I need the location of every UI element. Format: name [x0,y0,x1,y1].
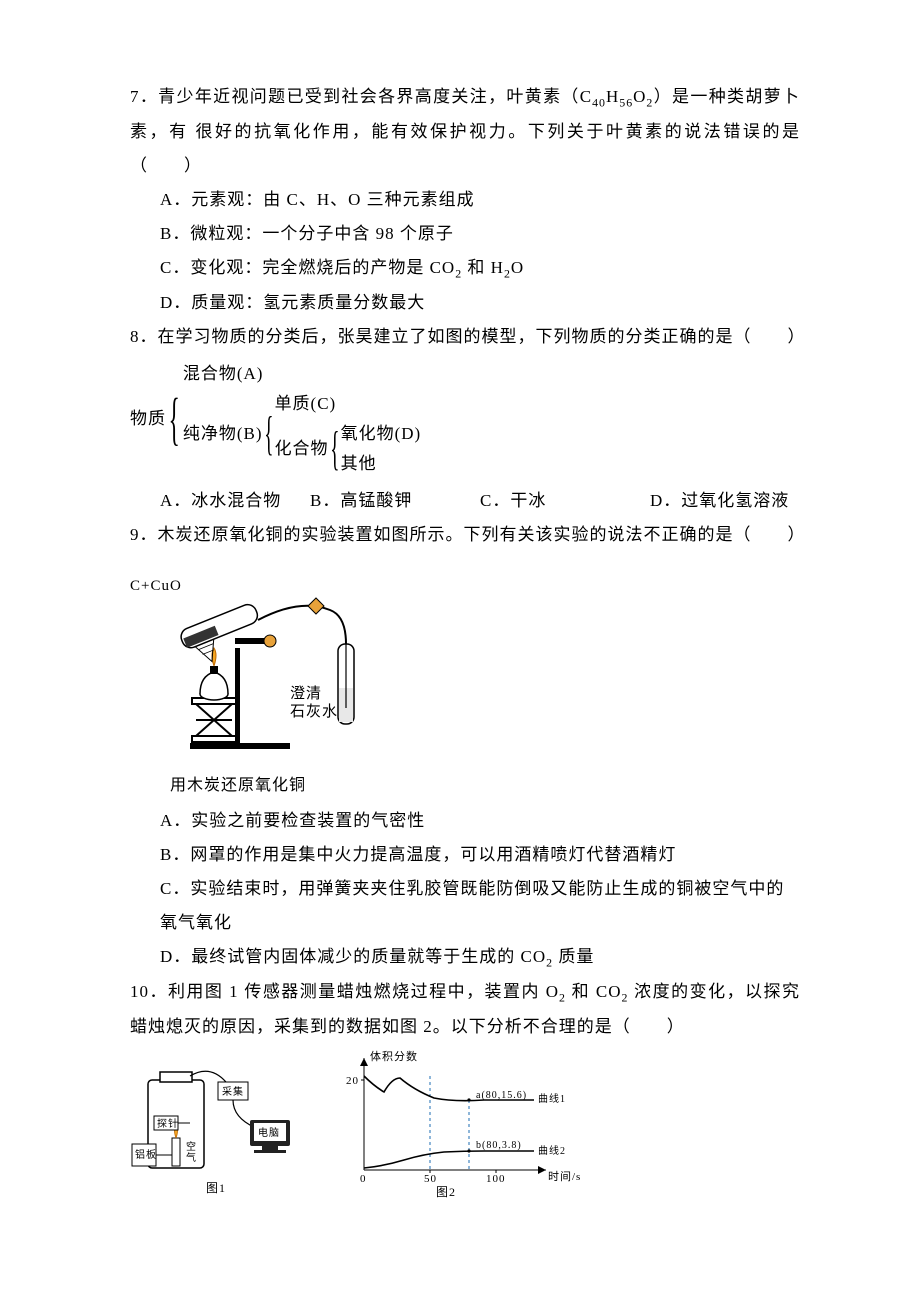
q7-c-b: 和 H [462,258,504,277]
q7-c-c: O [511,258,524,277]
lbl-tanzhen: 探针 [157,1117,179,1130]
q8-opt-d: D．过氧化氢溶液 [650,484,789,518]
lbl-kongqi1: 空 [186,1140,197,1153]
label-ccuo: C+CuO [130,578,182,594]
tree-c: 单质(C) [275,392,422,416]
q10-a: 10．利用图 1 传感器测量蜡烛燃烧过程中，装置内 O [130,982,559,1001]
fig2-svg: 体积分数 时间/s 20 0 50 100 a(80,15.6) 曲线1 [334,1048,594,1198]
q9-d-a: D．最终试管内固体减少的质量就等于生成的 CO [160,947,546,966]
q7-sub1: 40 [592,95,606,109]
q9-stem: 9．木炭还原氧化铜的实验装置如图所示。下列有关该实验的说法不正确的是（ ） [130,518,800,552]
tree-b: 纯净物(B) [183,422,263,446]
q9-d-b: 质量 [553,947,594,966]
q7-opt-a: A．元素观：由 C、H、O 三种元素组成 [160,183,800,217]
page: 7．青少年近视问题已受到社会各界高度关注，叶黄素（C40H56O2）是一种类胡萝… [0,0,920,1250]
pt-b: b(80,3.8) [476,1140,522,1151]
x0: 0 [360,1173,367,1185]
q8-opt-c: C．干冰 [480,484,650,518]
tree-hh: 化合物 [275,437,329,461]
q7-c-a: C．变化观：完全燃烧后的产物是 CO [160,258,455,277]
q9-opt-c: C．实验结束时，用弹簧夹夹住乳胶管既能防倒吸又能防止生成的铜被空气中的氧气氧化 [160,872,800,940]
apparatus-svg: C+CuO 澄清 石灰水 [130,558,390,758]
q10-s1: 2 [559,990,566,1004]
q9-opt-d: D．最终试管内固体减少的质量就等于生成的 CO2 质量 [160,940,800,975]
q7-stem: 7．青少年近视问题已受到社会各界高度关注，叶黄素（C40H56O2）是一种类胡萝… [130,80,800,183]
lbl-caiji: 采集 [222,1085,244,1098]
q8-stem: 8．在学习物质的分类后，张昊建立了如图的模型，下列物质的分类正确的是（ ） [130,320,800,354]
fig2-cap: 图2 [436,1185,456,1198]
q7-opt-b: B．微粒观：一个分子中含 98 个原子 [160,217,800,251]
q10-b: 和 CO [566,982,622,1001]
brace-icon: { [330,427,340,470]
q9-diagram: C+CuO 澄清 石灰水 用木炭还原氧化铜 [130,558,800,802]
q7-c-sub2: 2 [504,267,511,281]
q9-options: A．实验之前要检查装置的气密性 B．网罩的作用是集中火力提高温度，可以用酒精喷灯… [130,804,800,975]
fig2: 体积分数 时间/s 20 0 50 100 a(80,15.6) 曲线1 [334,1048,594,1210]
q8-opt-a: A．冰水混合物 [160,484,310,518]
tree-root: 物质 [130,407,166,431]
tree-d: 氧化物(D) [341,422,422,446]
fig1: 铝板 探针 空 气 采集 电脑 图 [130,1058,320,1210]
q7-mid1: H [606,87,619,106]
q7-opt-c: C．变化观：完全燃烧后的产物是 CO2 和 H2O [160,251,800,286]
lbl-kongqi2: 气 [186,1151,197,1164]
q8-options: A．冰水混合物 B．高锰酸钾 C．干冰 D．过氧化氢溶液 [130,484,800,518]
q10-stem: 10．利用图 1 传感器测量蜡烛燃烧过程中，装置内 O2 和 CO2 浓度的变化… [130,975,800,1044]
tree-other: 其他 [341,452,422,476]
fig1-cap: 图1 [206,1181,226,1195]
fig1-svg: 铝板 探针 空 气 采集 电脑 图 [130,1058,320,1198]
q9-opt-a: A．实验之前要检查装置的气密性 [160,804,800,838]
brace-icon: { [169,393,181,445]
line1: 曲线1 [538,1092,566,1105]
xlabel: 时间/s [548,1170,581,1183]
line2: 曲线2 [538,1144,566,1157]
y20: 20 [346,1075,359,1087]
q8-opt-b: B．高锰酸钾 [310,484,480,518]
lbl-diannao: 电脑 [258,1126,280,1139]
q8-tree: 物质 { 混合物(A) 纯净物(B) { 单质(C) 化合物 { 氧化物(D) [130,362,800,475]
q9-opt-b: B．网罩的作用是集中火力提高温度，可以用酒精喷灯代替酒精灯 [160,838,800,872]
q7-text-a: 7．青少年近视问题已受到社会各界高度关注，叶黄素（C [130,87,592,106]
q9-caption: 用木炭还原氧化铜 [130,770,800,802]
q7-options: A．元素观：由 C、H、O 三种元素组成 B．微粒观：一个分子中含 98 个原子… [130,183,800,320]
q7-mid2: O [633,87,646,106]
label-qing: 澄清 [290,685,322,702]
lbl-lvban: 铝板 [135,1148,157,1161]
label-shihui: 石灰水 [290,703,338,720]
x100: 100 [486,1173,506,1185]
q10-figures: 铝板 探针 空 气 采集 电脑 图 [130,1048,800,1210]
q7-opt-d: D．质量观：氢元素质量分数最大 [160,286,800,320]
x50: 50 [424,1173,437,1185]
pt-a: a(80,15.6) [476,1090,527,1101]
brace-icon: { [264,412,274,455]
q7-sub2: 56 [619,95,633,109]
ylabel: 体积分数 [370,1049,418,1063]
tree-a: 混合物(A) [183,362,421,386]
